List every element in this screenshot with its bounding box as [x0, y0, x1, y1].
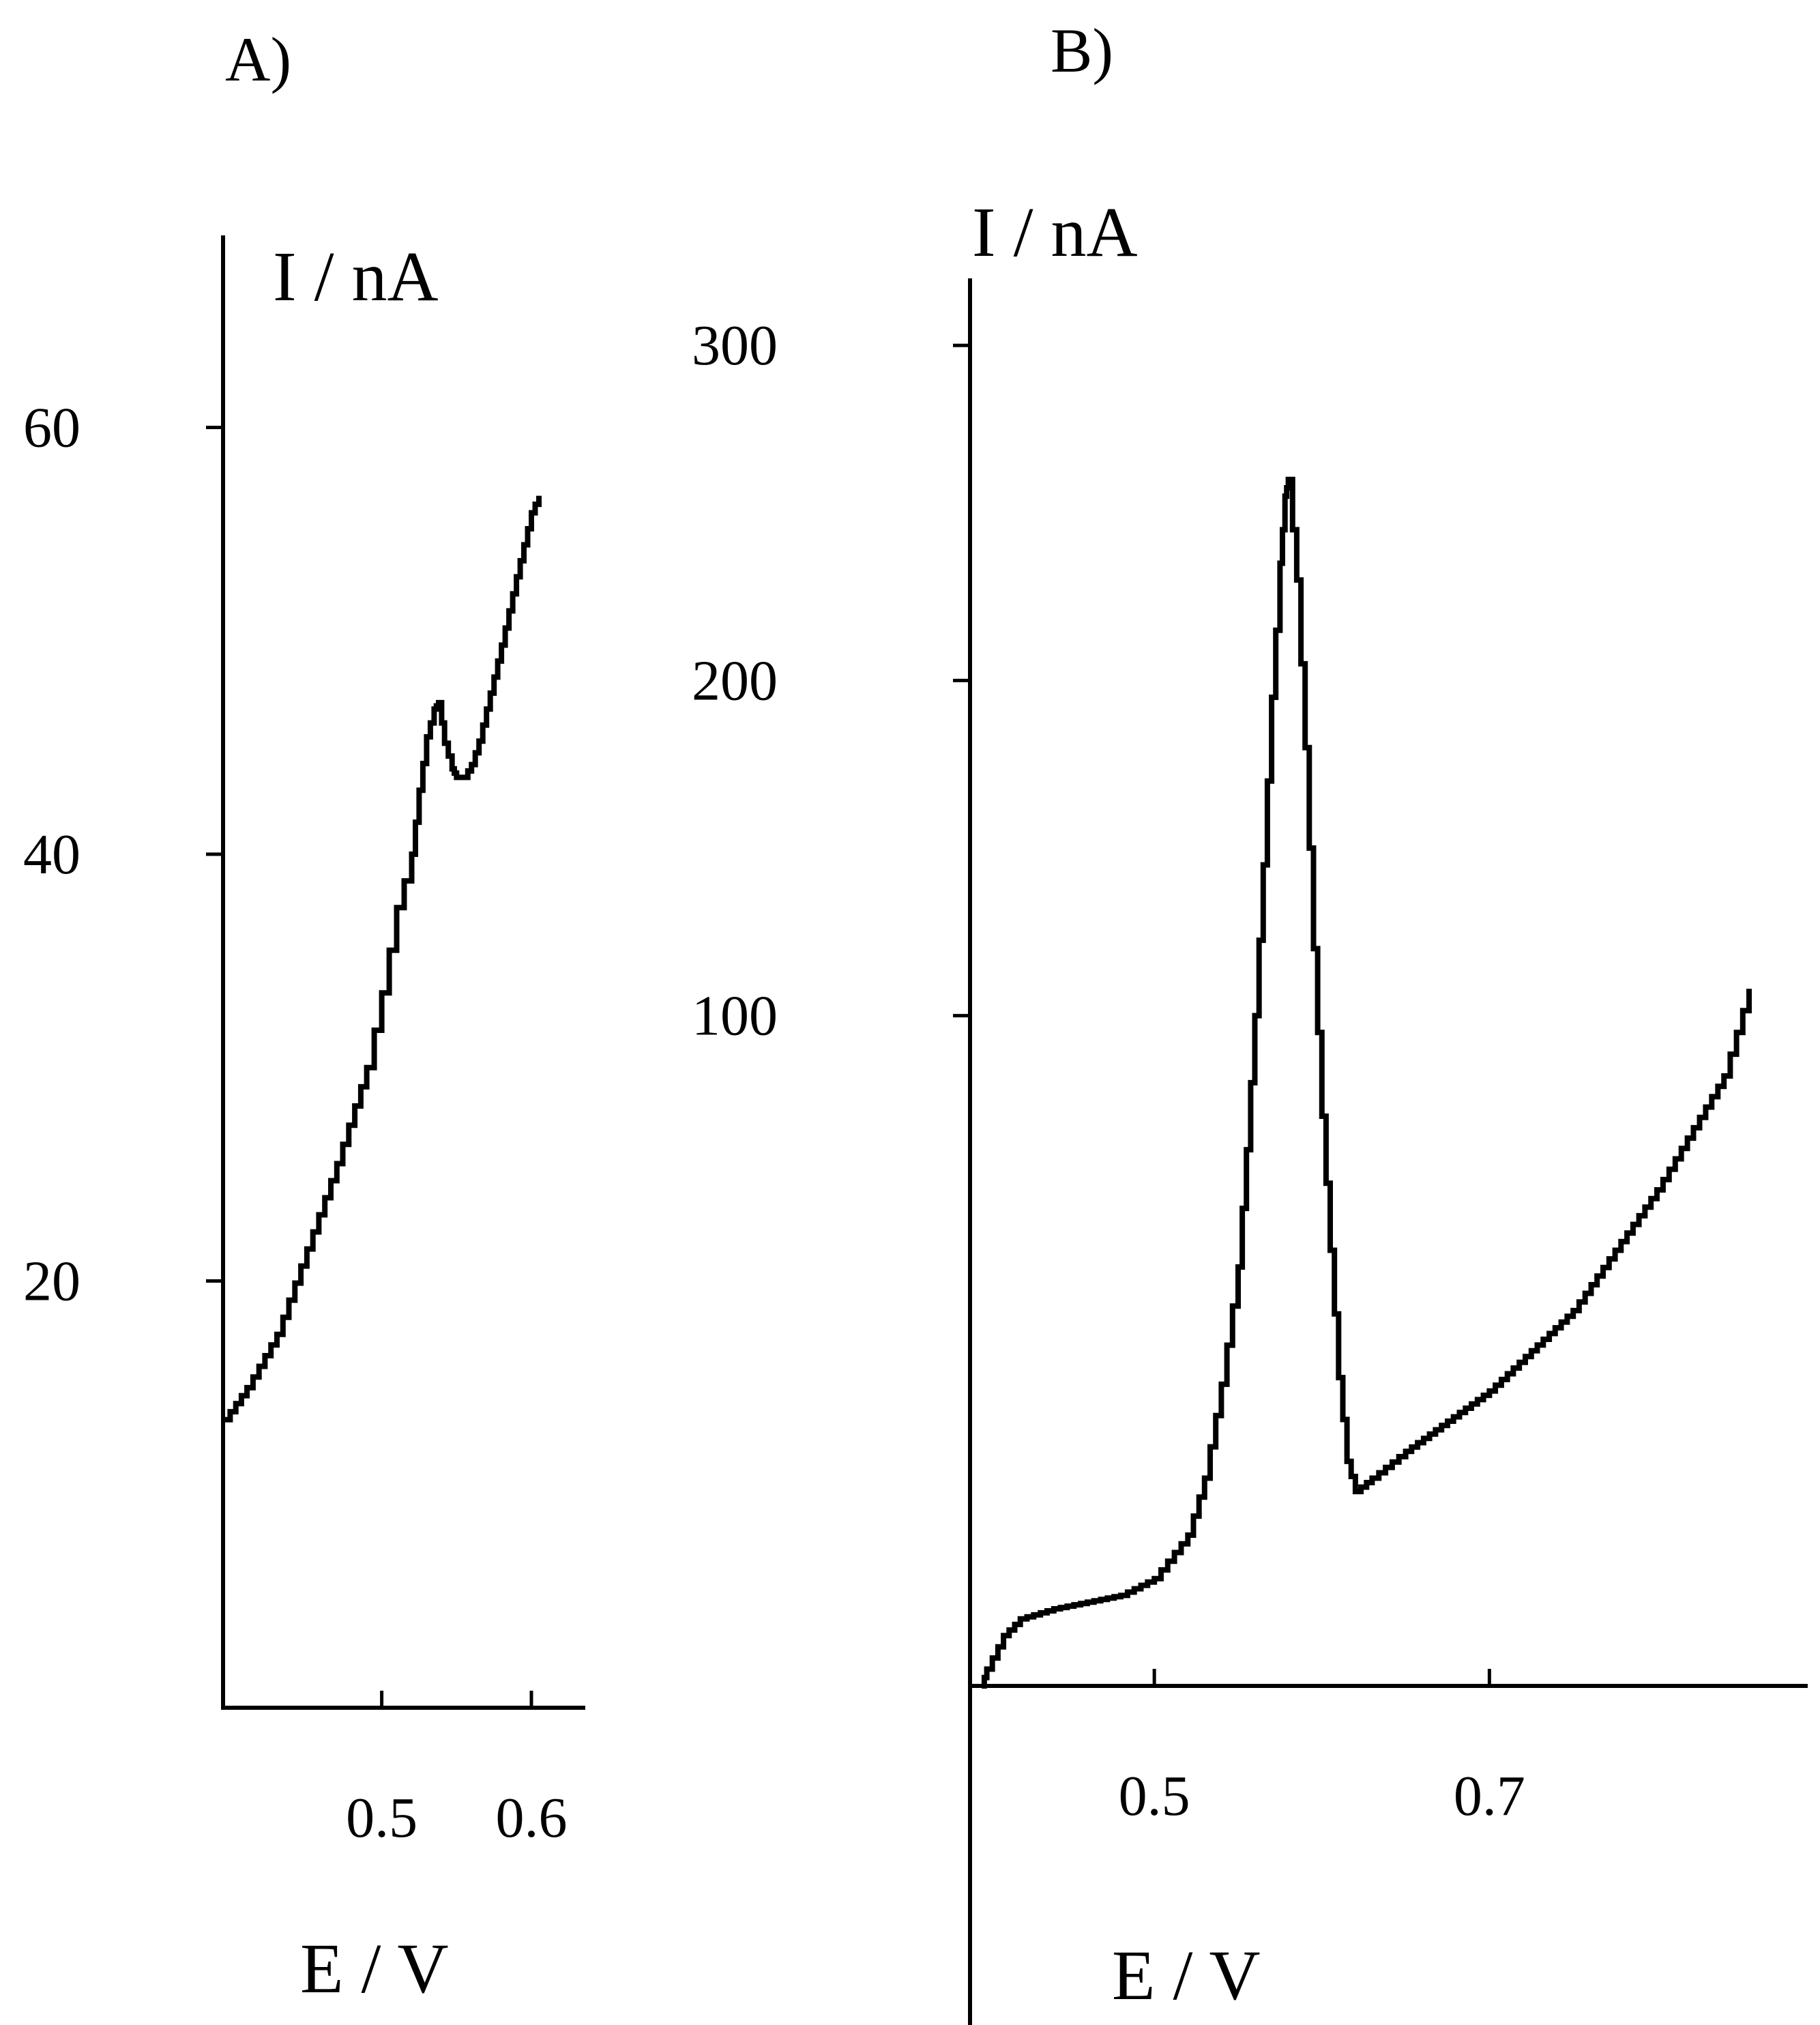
panel-a-x-ticks: 0.5 0.6	[346, 1691, 568, 1850]
panel-b-x-tick-label: 0.5	[1119, 1764, 1190, 1828]
panel-a-y-tick-label: 20	[23, 1249, 80, 1313]
panel-a: A) I / nA E / V 20 40 60 0.5 0.6	[23, 25, 585, 2008]
panel-b-x-tick-label: 0.7	[1454, 1764, 1525, 1828]
panel-b-y-ticks: 100 200 300	[692, 314, 970, 1048]
panel-a-y-tick-label: 60	[23, 396, 80, 459]
panel-b: B) I / nA E / V 100 200 300 0.5 0.7	[692, 16, 1808, 2025]
panel-a-current-trace	[224, 495, 542, 1423]
panel-b-y-tick-label: 200	[692, 649, 778, 712]
panel-a-x-tick-label: 0.6	[496, 1786, 568, 1850]
panel-b-current-trace	[981, 476, 1752, 1689]
panel-a-x-axis-title: E / V	[300, 1929, 449, 2008]
panel-a-x-tick-label: 0.5	[346, 1786, 417, 1850]
panel-a-y-tick-label: 40	[23, 823, 80, 886]
panel-b-label: B)	[1051, 16, 1113, 85]
panel-b-x-axis-title: E / V	[1112, 1936, 1261, 2015]
panel-a-label: A)	[225, 25, 291, 94]
panel-a-y-axis-title: I / nA	[273, 237, 439, 316]
panel-a-y-ticks: 20 40 60	[23, 396, 223, 1313]
panel-b-x-ticks: 0.5 0.7	[1119, 1669, 1525, 1828]
panel-b-y-tick-label: 300	[692, 314, 778, 377]
panel-b-y-tick-label: 100	[692, 985, 778, 1048]
panel-b-y-axis-title: I / nA	[972, 193, 1138, 272]
